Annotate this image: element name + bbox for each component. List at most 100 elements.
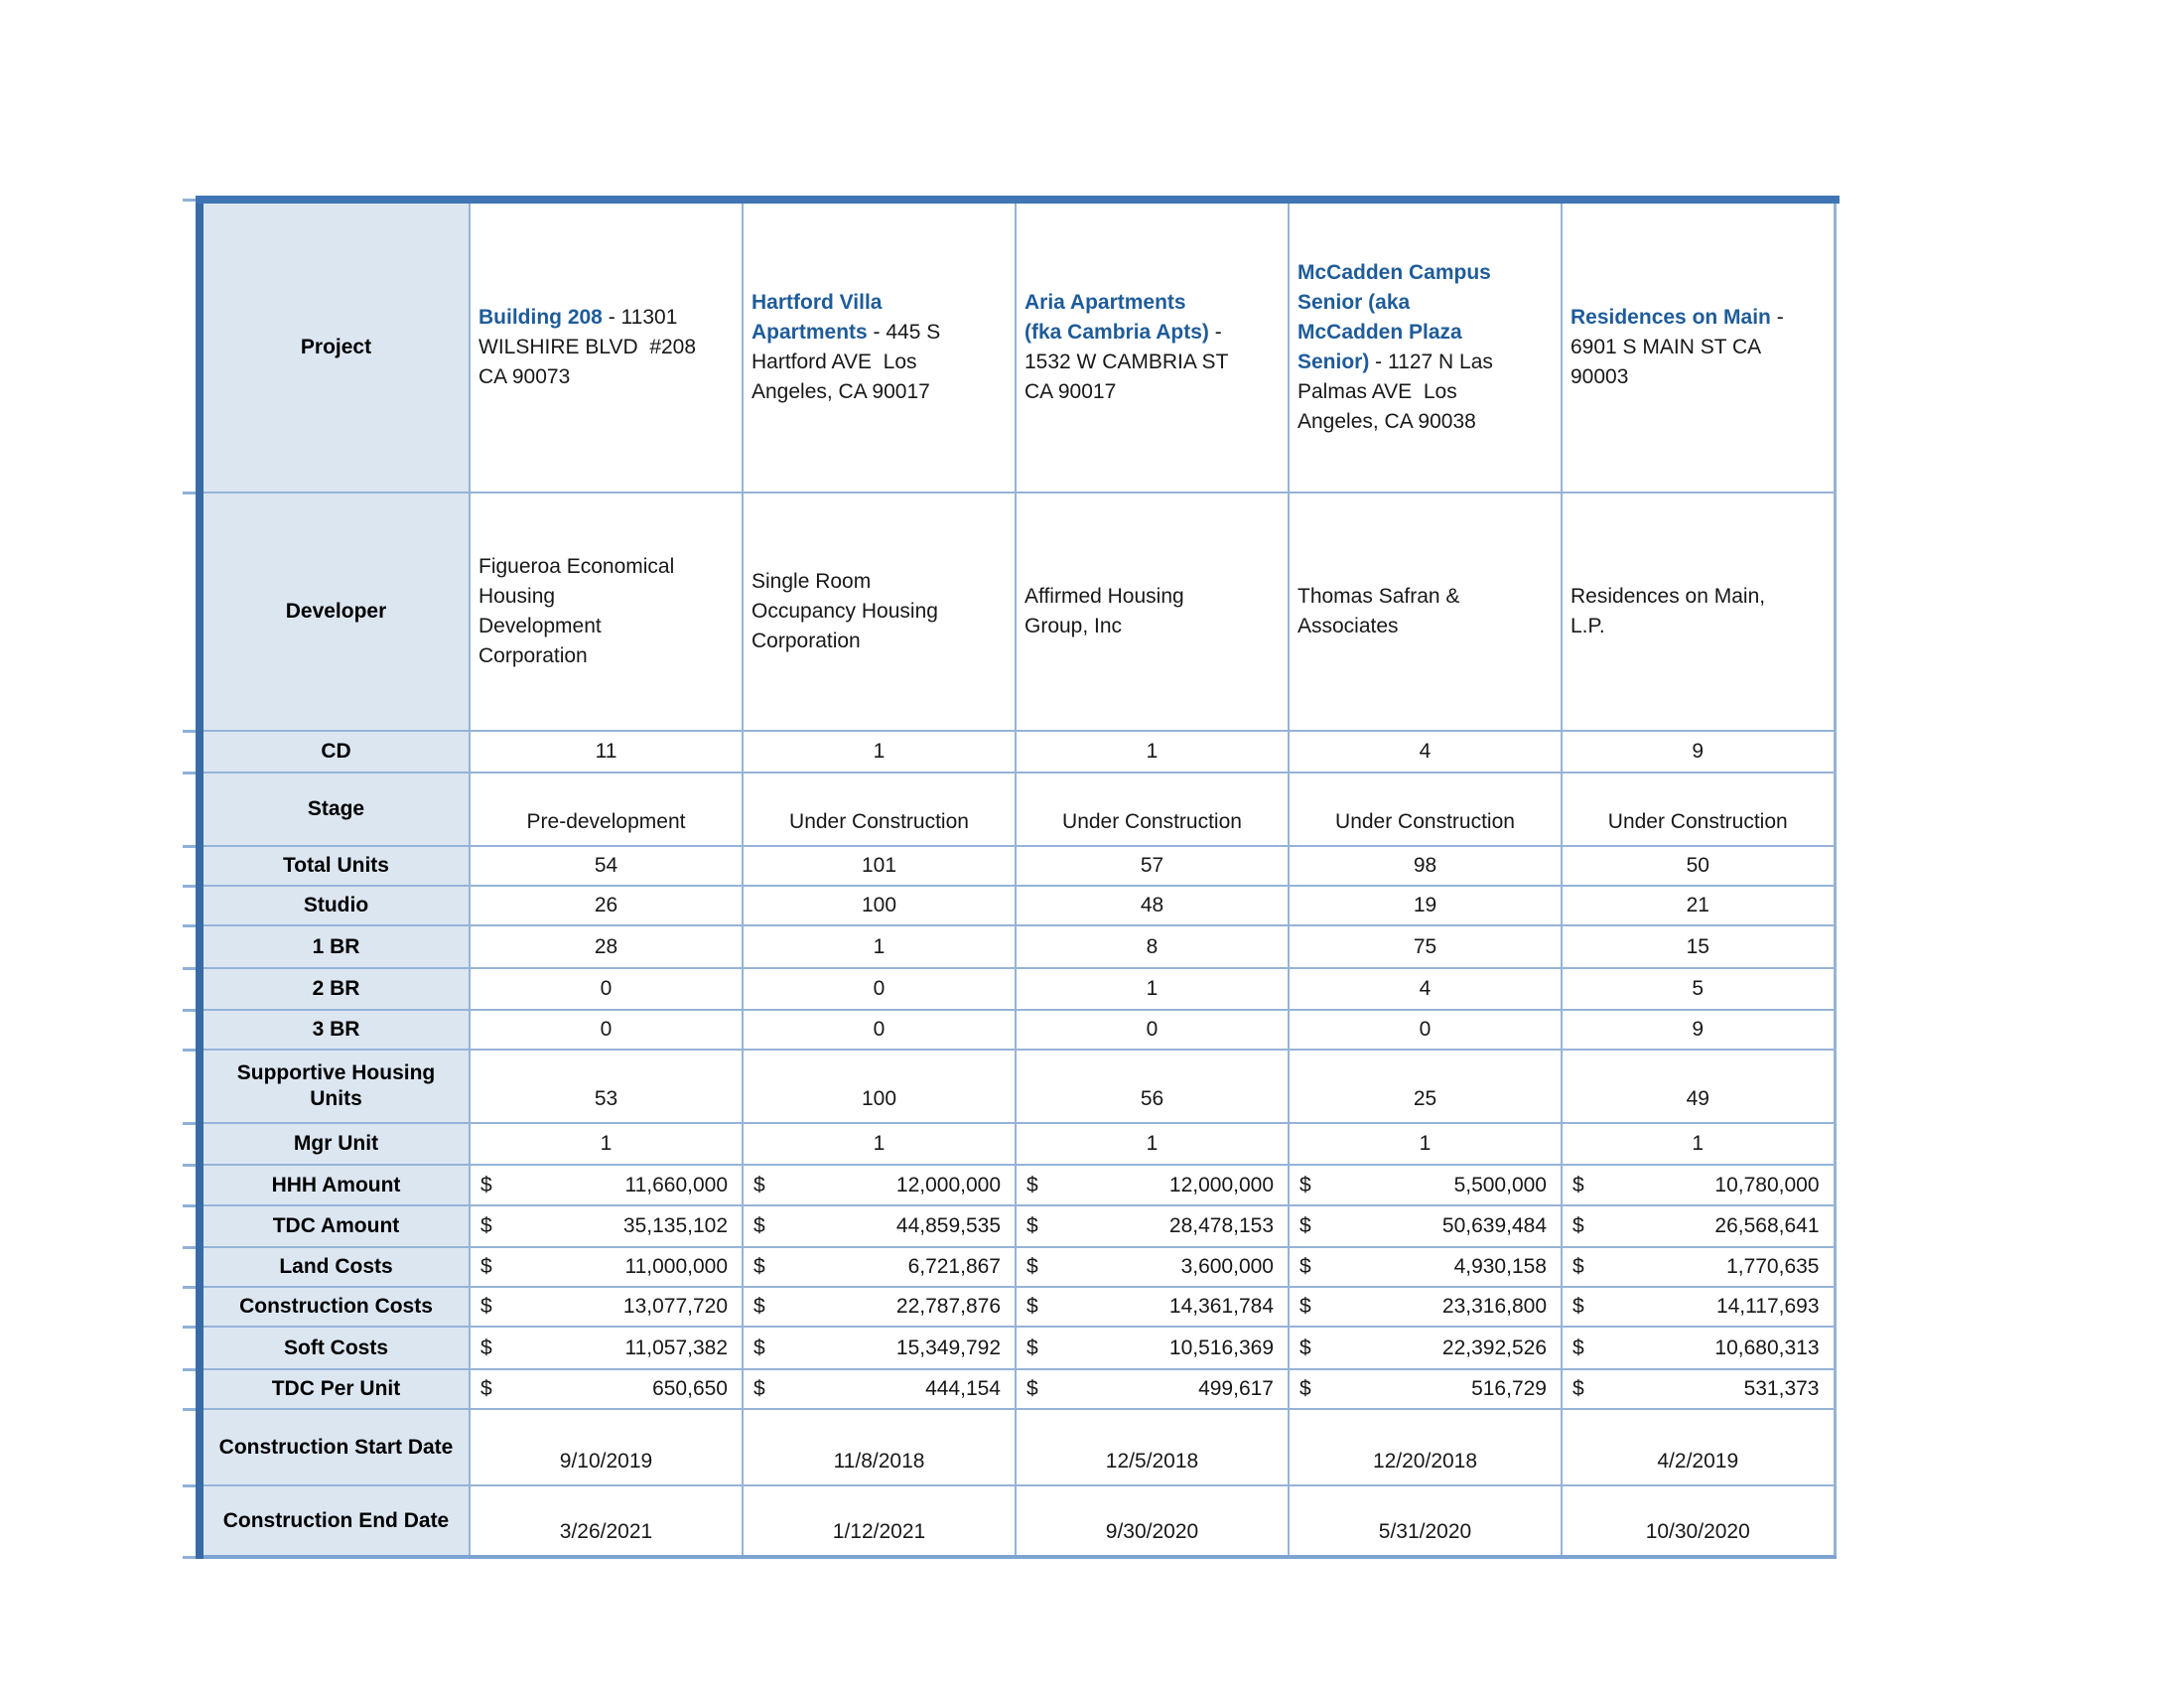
cd-cell-2: 1 [742,730,1017,774]
tdc-per-unit-cell-5: $531,373 [1561,1368,1836,1410]
land-costs-cell-4: $4,930,158 [1288,1246,1563,1288]
gridline-tick [183,1122,196,1125]
currency-symbol: $ [1299,1255,1311,1278]
1br-cell-4: 75 [1288,924,1563,969]
construction-start-date-cell-2: 11/8/2018 [742,1408,1017,1486]
amount-value: 35,135,102 [622,1214,728,1237]
table-row-construction-costs: Construction Costs $13,077,720 $22,787,876… [199,1286,1836,1328]
row-label-mgr-unit: Mgr Unit [199,1122,471,1166]
currency-symbol: $ [1572,1214,1584,1237]
row-label-construction-start-date: Construction Start Date [199,1408,471,1486]
stage-cell-2: Under Construction [742,772,1017,847]
amount-value: 11,000,000 [624,1255,728,1278]
table-row-1br: 1 BR 28 1 8 75 15 [199,924,1836,969]
amount-value: 11,660,000 [624,1173,728,1196]
construction-costs-cell-2: $22,787,876 [742,1286,1017,1328]
tdc-amount-cell-4: $50,639,484 [1288,1204,1563,1248]
project-address: 1532 W CAMBRIA ST CA 90017 [1024,351,1229,403]
1br-cell-5: 15 [1561,924,1836,969]
amount-value: 15,349,792 [895,1336,1001,1359]
construction-start-date-cell-4: 12/20/2018 [1288,1408,1563,1486]
amount-value: 10,680,313 [1714,1336,1820,1359]
stage-cell-5: Under Construction [1561,772,1836,847]
amount-value: 28,478,153 [1168,1214,1274,1237]
hhh-projects-table: Project Building 208 - 11301 WILSHIRE BLV… [196,196,1837,1559]
project-separator: - [1208,321,1228,344]
amount-value: 4,930,158 [1453,1255,1547,1278]
gridline-tick [183,924,196,927]
currency-symbol: $ [753,1295,765,1318]
currency-symbol: $ [1572,1377,1584,1400]
amount-value: 516,729 [1471,1377,1547,1400]
soft-costs-cell-5: $10,680,313 [1561,1326,1836,1370]
top-border-cap [1834,196,1840,204]
1br-cell-3: 8 [1015,924,1290,969]
row-label-soft-costs: Soft Costs [199,1326,471,1370]
currency-symbol: $ [1299,1173,1311,1196]
currency-symbol: $ [1026,1295,1038,1318]
table-row-developer: Developer Figueroa Economical Housing Dev… [199,492,1836,732]
currency-symbol: $ [1299,1295,1311,1318]
stage-cell-3: Under Construction [1015,772,1290,847]
currency-symbol: $ [480,1255,492,1278]
row-label-hhh-amount: HHH Amount [199,1164,471,1206]
amount-value: 3,600,000 [1180,1255,1274,1278]
3br-cell-1: 0 [469,1009,744,1051]
tdc-amount-cell-1: $35,135,102 [469,1204,744,1248]
2br-cell-3: 1 [1015,967,1290,1011]
construction-end-date-cell-5: 10/30/2020 [1561,1484,1836,1558]
tdc-per-unit-cell-1: $650,650 [469,1368,744,1410]
row-label-total-units: Total Units [199,845,471,887]
developer-cell-4: Thomas Safran & Associates [1288,492,1563,732]
soft-costs-cell-4: $22,392,526 [1288,1326,1563,1370]
gridline-tick [183,845,196,848]
2br-cell-1: 0 [469,967,744,1011]
gridline-tick [183,772,196,774]
studio-cell-4: 19 [1288,885,1563,926]
construction-end-date-cell-3: 9/30/2020 [1015,1484,1290,1558]
gridline-tick [183,967,196,970]
project-address: 6901 S MAIN ST CA 90003 [1570,336,1762,388]
developer-cell-3: Affirmed Housing Group, Inc [1015,492,1290,732]
currency-symbol: $ [753,1173,765,1196]
amount-value: 22,787,876 [895,1295,1001,1318]
amount-value: 11,057,382 [624,1336,728,1359]
project-separator: - [1770,306,1790,329]
project-cell-2: Hartford Villa Apartments - 445 S Hartfo… [742,199,1017,493]
currency-symbol: $ [1299,1377,1311,1400]
studio-cell-1: 26 [469,885,744,926]
table-row-mgr-unit: Mgr Unit 1 1 1 1 1 [199,1122,1836,1166]
amount-value: 14,361,784 [1168,1295,1274,1318]
currency-symbol: $ [1026,1336,1038,1359]
amount-value: 10,516,369 [1168,1336,1274,1359]
gridline-tick [183,1368,196,1371]
soft-costs-cell-3: $10,516,369 [1015,1326,1290,1370]
project-separator: - [1369,351,1389,373]
supportive-housing-units-cell-1: 53 [469,1049,744,1124]
projects-table-wrap: Project Building 208 - 11301 WILSHIRE BLV… [183,196,1840,1559]
gridline-tick [183,1246,196,1249]
gridline-tick [183,1286,196,1289]
gridline-tick [183,1484,196,1487]
table-row-studio: Studio 26 100 48 19 21 [199,885,1836,926]
currency-symbol: $ [1026,1255,1038,1278]
table-row-project: Project Building 208 - 11301 WILSHIRE BLV… [199,199,1836,493]
amount-value: 22,392,526 [1441,1336,1547,1359]
gridline-tick [183,885,196,888]
hhh-amount-cell-2: $12,000,000 [742,1164,1017,1206]
table-row-cd: CD 11 1 1 4 9 [199,730,1836,774]
2br-cell-5: 5 [1561,967,1836,1011]
developer-cell-2: Single Room Occupancy Housing Corporatio… [742,492,1017,732]
project-cell-3: Aria Apartments (fka Cambria Apts) - 153… [1015,199,1290,493]
stage-cell-1: Pre-development [469,772,744,847]
construction-end-date-cell-4: 5/31/2020 [1288,1484,1563,1558]
table-row-tdc-per-unit: TDC Per Unit $650,650 $444,154 $499,617 $516… [199,1368,1836,1410]
construction-costs-cell-5: $14,117,693 [1561,1286,1836,1328]
gridline-tick [183,1009,196,1012]
tdc-amount-cell-5: $26,568,641 [1561,1204,1836,1248]
project-name: Building 208 [478,306,603,329]
gridline-tick [183,1049,196,1052]
row-label-2br: 2 BR [199,967,471,1011]
amount-value: 444,154 [925,1377,1001,1400]
supportive-housing-units-cell-2: 100 [742,1049,1017,1124]
